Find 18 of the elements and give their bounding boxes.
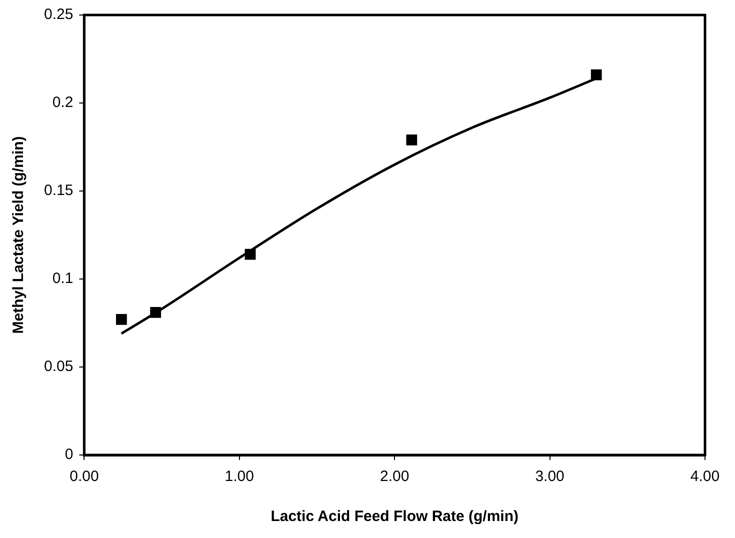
x-tick-label: 4.00 [690,468,720,486]
x-tick-label: 1.00 [224,468,254,486]
y-tick-label: 0.2 [52,94,74,112]
y-tick-label: 0.25 [44,6,74,24]
point [116,314,127,325]
point [406,134,418,146]
y-tick-label: 0.05 [44,358,74,376]
x-tick-label: 2.00 [380,468,410,486]
point [150,306,162,318]
point [244,248,256,260]
x-axis-title: Lactic Acid Feed Flow Rate (g/min) [270,508,519,526]
x-tick-label: 3.00 [535,468,564,486]
y-tick-label: 0.1 [52,270,74,288]
point [590,69,602,80]
y-tick-label: 0 [64,446,74,464]
y-tick-label: 0.15 [44,182,74,200]
y-axis-title: Methyl Lactate Yield (g/min) [10,136,28,334]
x-tick-label: 0.00 [70,468,99,486]
